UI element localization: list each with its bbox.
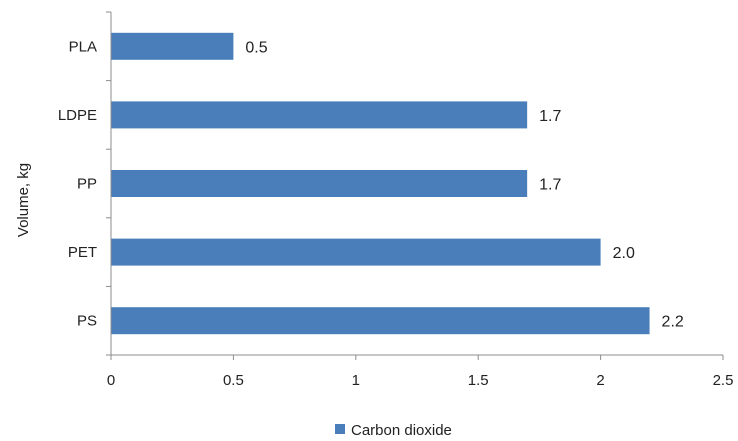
bar-ps [111,307,650,335]
data-label-ldpe: 1.7 [539,108,561,125]
legend: Carbon dioxide [335,422,452,439]
category-label-pet: PET [68,244,97,261]
legend-label: Carbon dioxide [351,422,452,439]
data-label-pla: 0.5 [245,39,267,56]
category-label-ldpe: LDPE [58,107,97,124]
x-tick-label: 0 [107,372,115,389]
data-label-pp: 1.7 [539,177,561,194]
data-label-pet: 2.0 [613,245,635,262]
y-axis-title: Volume, kg [15,163,32,237]
bar-pp [111,170,528,197]
data-label-ps: 2.2 [662,314,684,331]
bars-layer [111,32,650,335]
axes-layer [110,12,723,356]
legend-swatch [335,424,345,434]
labels-layer: PLA 0.5 LDPE 1.7 PP 1.7 PET 2.0 PS 2.2 0 0.5 1 1.5 2 2.… [58,11,734,389]
x-tick-label: 2.5 [713,372,734,389]
bar-ldpe [111,101,528,129]
bar-pet [111,238,601,266]
bar-pla [111,32,234,60]
category-label-pla: PLA [69,38,97,55]
x-tick-label: 1 [352,372,360,389]
x-tick-label: 2 [596,372,604,389]
x-tick-label: 1.5 [468,372,489,389]
x-tick-label: 0.5 [223,372,244,389]
category-label-pp: PP [77,176,97,193]
category-label-ps: PS [77,313,97,330]
